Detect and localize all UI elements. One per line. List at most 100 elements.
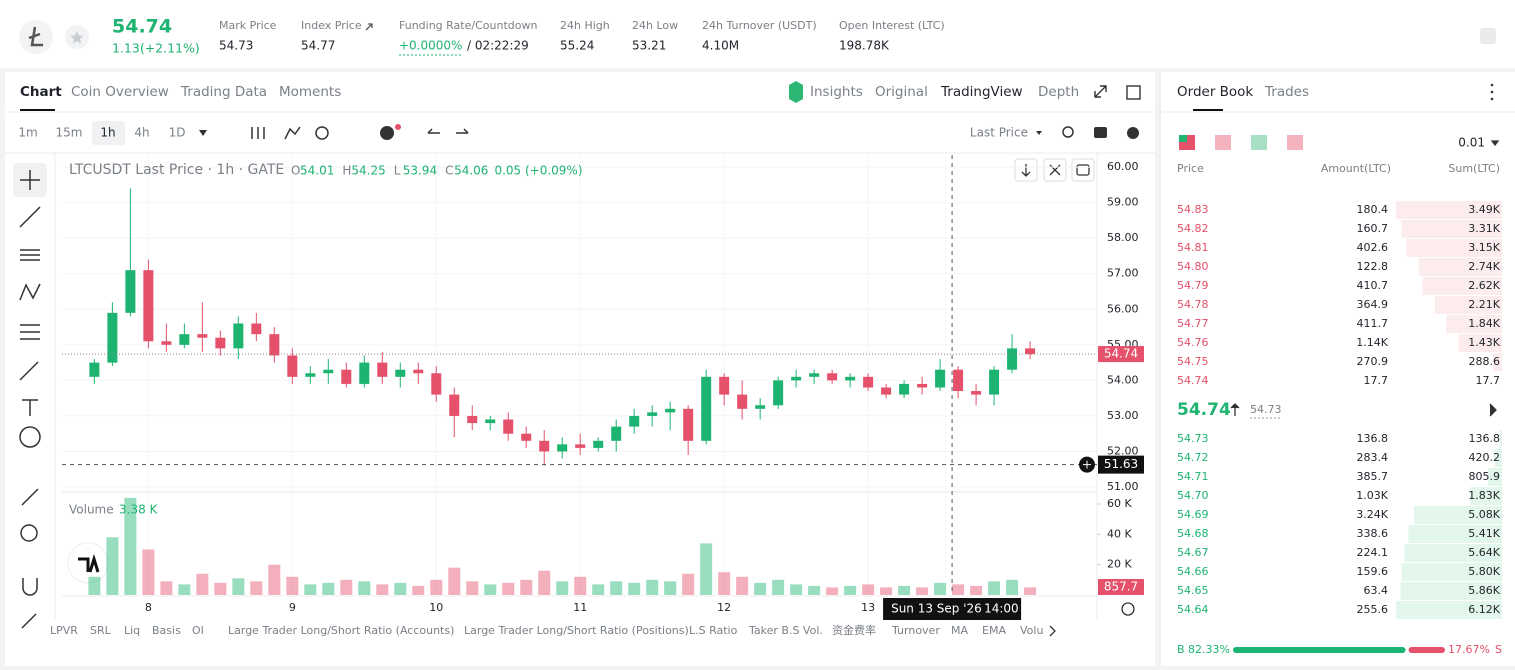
book-price[interactable]: 54.72 bbox=[1177, 451, 1209, 464]
last-price-label: 54.74 bbox=[1104, 347, 1138, 361]
price-type[interactable]: Last Price bbox=[970, 126, 1028, 140]
book-price[interactable]: 54.83 bbox=[1177, 203, 1209, 216]
candle-body bbox=[737, 394, 748, 409]
candle-body bbox=[971, 391, 982, 395]
depth-bar bbox=[1434, 296, 1502, 314]
candle-body bbox=[665, 408, 676, 413]
book-price[interactable]: 54.78 bbox=[1177, 298, 1209, 311]
crosshair-price-tag bbox=[1098, 455, 1144, 474]
drawing-tools[interactable] bbox=[19, 206, 41, 629]
indicator-tab[interactable]: LPVR bbox=[50, 624, 78, 637]
indicator-tab[interactable]: Taker B.S Vol. bbox=[748, 624, 823, 637]
book-price[interactable]: 54.75 bbox=[1177, 355, 1209, 368]
book-price[interactable]: 54.67 bbox=[1177, 546, 1209, 559]
indicator-tab[interactable]: Large Trader Long/Short Ratio (Accounts) bbox=[228, 624, 454, 637]
view-tab[interactable]: Depth bbox=[1038, 84, 1079, 100]
book-price[interactable]: 54.73 bbox=[1177, 432, 1209, 445]
interval[interactable]: 1D bbox=[169, 126, 186, 140]
book-price[interactable]: 54.64 bbox=[1177, 603, 1209, 616]
indicator-tab[interactable]: 资金费率 bbox=[832, 623, 876, 637]
view-tab[interactable]: Original bbox=[875, 84, 928, 100]
legend-tag: L bbox=[394, 164, 401, 178]
candle-body bbox=[647, 412, 658, 416]
indicator-tab[interactable]: Volu bbox=[1020, 624, 1043, 637]
volume-bar bbox=[106, 537, 119, 595]
search-icon[interactable] bbox=[1062, 126, 1074, 138]
book-tab[interactable]: Order Book bbox=[1177, 84, 1253, 100]
expand-icon[interactable] bbox=[1094, 85, 1107, 98]
book-price[interactable]: 54.69 bbox=[1177, 508, 1209, 521]
indicator-tab[interactable]: L.S Ratio bbox=[689, 624, 738, 637]
book-amount: 402.6 bbox=[1357, 241, 1389, 254]
indicator-tab[interactable]: SRL bbox=[90, 624, 112, 637]
book-price[interactable]: 54.74 bbox=[1177, 374, 1209, 387]
current-price: 54.74 bbox=[112, 16, 172, 38]
candle-body bbox=[341, 369, 352, 384]
interval[interactable]: 4h bbox=[134, 126, 149, 140]
tab[interactable]: Chart bbox=[20, 84, 62, 100]
indicator-tab[interactable]: Turnover bbox=[891, 624, 940, 637]
notes-button[interactable] bbox=[1480, 28, 1496, 44]
depth-bar bbox=[1396, 601, 1502, 619]
legend-tag: H bbox=[342, 164, 351, 178]
toolbar-icons[interactable] bbox=[251, 126, 469, 140]
tab[interactable]: Moments bbox=[279, 84, 341, 100]
candle-body bbox=[863, 376, 874, 388]
indicator-tab[interactable]: Large Trader Long/Short Ratio (Positions… bbox=[464, 624, 689, 637]
candle-body bbox=[557, 444, 568, 452]
book-sum: 2.74K bbox=[1468, 260, 1500, 273]
interval[interactable]: 15m bbox=[56, 126, 83, 140]
volume-bar bbox=[772, 579, 785, 595]
menu-icon[interactable] bbox=[1490, 83, 1494, 87]
indicator-tab[interactable]: EMA bbox=[982, 624, 1006, 637]
tab[interactable]: Coin Overview bbox=[71, 84, 169, 100]
indicator-tab[interactable]: Basis bbox=[152, 624, 181, 637]
replay-icon[interactable] bbox=[315, 126, 329, 140]
book-price[interactable]: 54.79 bbox=[1177, 279, 1209, 292]
book-price[interactable]: 54.81 bbox=[1177, 241, 1209, 254]
book-price[interactable]: 54.77 bbox=[1177, 317, 1209, 330]
view-tab[interactable]: Insights bbox=[810, 84, 863, 100]
indicator-tab[interactable]: OI bbox=[192, 624, 204, 637]
book-price[interactable]: 54.82 bbox=[1177, 222, 1209, 235]
ratio-sell-tag: S bbox=[1495, 643, 1502, 656]
book-amount: 136.8 bbox=[1357, 432, 1389, 445]
volume-bar bbox=[286, 576, 299, 595]
settings-icon[interactable] bbox=[1127, 127, 1139, 139]
camera-icon[interactable] bbox=[1094, 127, 1107, 138]
depth-bar bbox=[1408, 525, 1502, 543]
indicator-tab[interactable]: MA bbox=[951, 624, 968, 637]
chart-button[interactable] bbox=[1071, 158, 1095, 182]
candle-body bbox=[413, 369, 424, 374]
volume-bar bbox=[736, 576, 749, 595]
book-price[interactable]: 54.80 bbox=[1177, 260, 1209, 273]
book-sum: 420.2 bbox=[1469, 451, 1501, 464]
book-price[interactable]: 54.68 bbox=[1177, 527, 1209, 540]
indicator-tab[interactable]: Liq bbox=[124, 624, 140, 637]
interval[interactable]: 1m bbox=[18, 126, 37, 140]
interval[interactable]: 1h bbox=[100, 126, 115, 140]
view-tab[interactable]: TradingView bbox=[940, 84, 1023, 100]
book-price[interactable]: 54.76 bbox=[1177, 336, 1209, 349]
volume-bar bbox=[484, 584, 497, 595]
book-price[interactable]: 54.71 bbox=[1177, 470, 1209, 483]
book-price[interactable]: 54.70 bbox=[1177, 489, 1209, 502]
y-tick-label: 59.00 bbox=[1107, 196, 1139, 209]
depth-bar bbox=[1501, 372, 1502, 390]
menu-icon bbox=[1490, 97, 1494, 101]
layout-bids[interactable] bbox=[1251, 135, 1267, 150]
book-price[interactable]: 54.65 bbox=[1177, 584, 1209, 597]
tab[interactable]: Trading Data bbox=[180, 84, 267, 100]
window-icon[interactable] bbox=[1126, 85, 1141, 100]
layout-asks-alt[interactable] bbox=[1287, 135, 1303, 150]
indicator-icon[interactable] bbox=[380, 126, 394, 140]
volume-bar bbox=[322, 582, 335, 595]
book-sum: 2.21K bbox=[1468, 298, 1500, 311]
layout-asks[interactable] bbox=[1215, 135, 1231, 150]
scroll-arrow[interactable] bbox=[1049, 625, 1056, 637]
book-tab[interactable]: Trades bbox=[1264, 84, 1309, 100]
star-icon bbox=[70, 31, 84, 44]
precision[interactable]: 0.01 bbox=[1458, 136, 1485, 150]
book-price[interactable]: 54.66 bbox=[1177, 565, 1209, 578]
settings-icon[interactable] bbox=[1121, 602, 1135, 616]
